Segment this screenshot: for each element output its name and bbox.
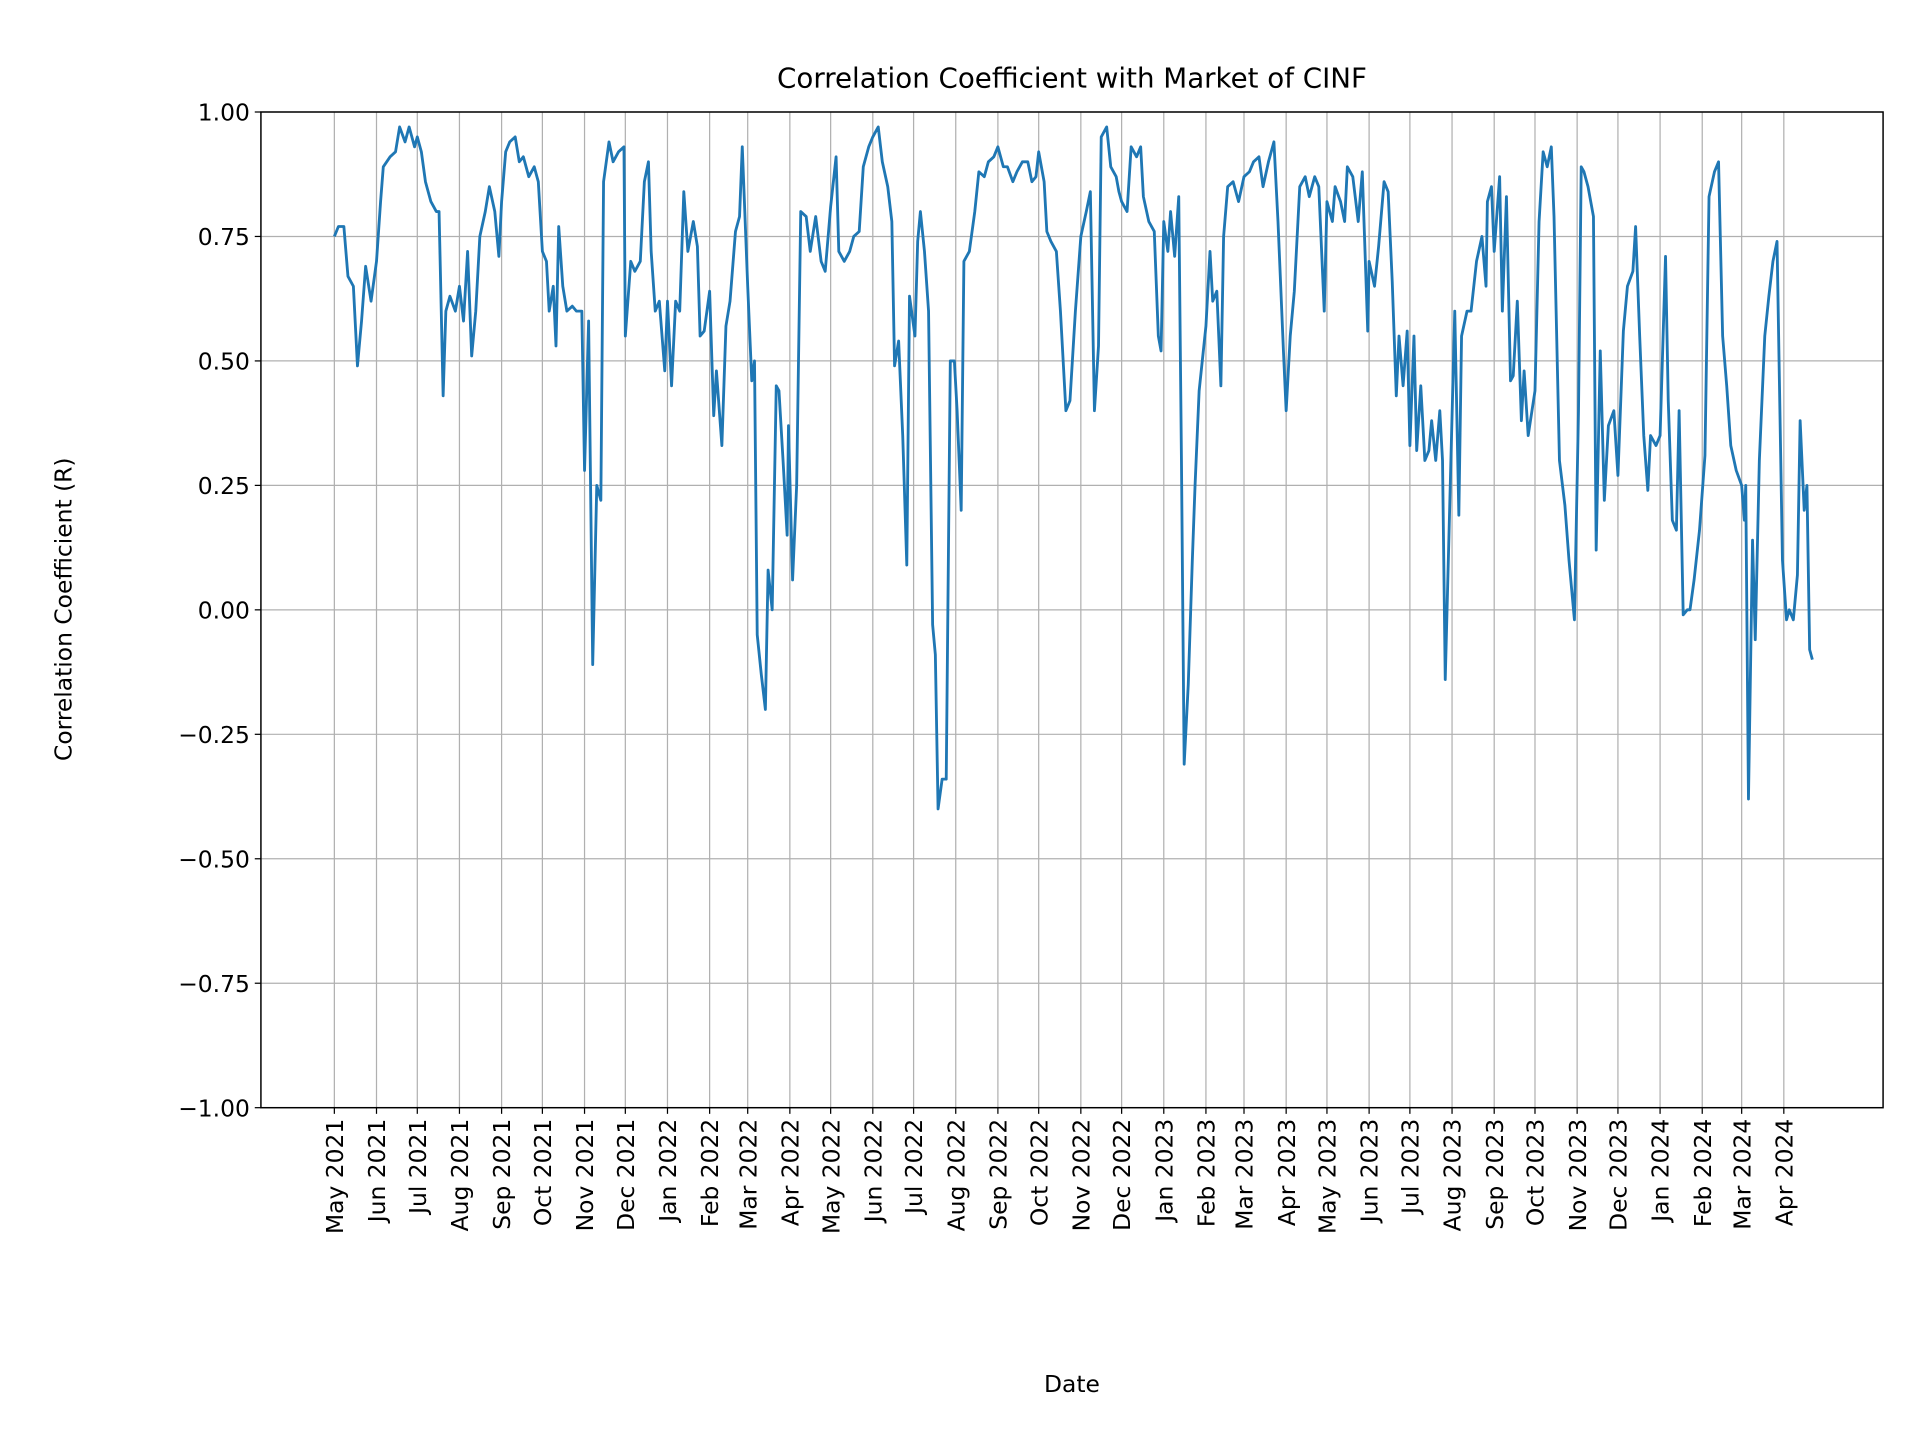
x-tick-label: Jun 2022 [859,1119,887,1224]
x-tick-label: Apr 2023 [1273,1119,1301,1226]
y-tick-label: 0.25 [198,472,250,500]
x-axis-label: Date [1044,1370,1100,1398]
x-tick-label: Mar 2022 [734,1119,762,1230]
y-tick-label: 0.75 [198,223,250,251]
x-tick-label: Aug 2023 [1439,1119,1467,1232]
y-tick-label: 0.00 [198,596,250,624]
x-tick-label: Jan 2023 [1150,1119,1178,1224]
x-tick-label: Mar 2023 [1231,1119,1259,1230]
chart-title: Correlation Coefficient with Market of C… [777,61,1367,94]
x-tick-label: Nov 2022 [1067,1119,1095,1232]
x-tick-label: Apr 2022 [776,1119,804,1226]
x-tick-label: Oct 2022 [1025,1119,1053,1226]
x-tick-label: May 2022 [817,1119,845,1234]
x-tick-label: Mar 2024 [1728,1119,1756,1230]
series-layer [333,125,1814,811]
x-tick-label: Dec 2023 [1605,1119,1633,1231]
x-tick-label: Dec 2021 [612,1119,640,1231]
x-tick-label: Oct 2021 [529,1119,557,1226]
x-tick-label: Nov 2021 [571,1119,599,1232]
y-tick-label: −0.75 [178,970,250,998]
x-tick-label: Jun 2021 [363,1119,391,1224]
x-tick-label: Dec 2022 [1108,1119,1136,1231]
y-axis-label: Correlation Coefficient (R) [49,457,77,761]
y-tick-label: 1.00 [198,99,250,127]
x-tick-label: Sep 2022 [985,1119,1013,1230]
series-line [333,125,1814,811]
x-tick-label: Aug 2021 [446,1119,474,1232]
y-tick-label: −1.00 [178,1094,250,1122]
x-tick-label: Jul 2022 [900,1119,928,1216]
y-tick-label: −0.25 [178,721,250,749]
x-tick-label: May 2023 [1314,1119,1342,1234]
x-tick-label: Sep 2023 [1481,1119,1509,1230]
y-tick-label: 0.50 [198,348,250,376]
x-tick-label: Jan 2024 [1647,1119,1675,1224]
y-tick-label: −0.50 [178,845,250,873]
x-tick-label: Feb 2024 [1689,1119,1717,1227]
x-tick-label: Sep 2021 [488,1119,516,1230]
x-tick-label: Jul 2023 [1397,1119,1425,1216]
x-tick-label: Jul 2021 [404,1119,432,1216]
x-tick-label: Jun 2023 [1356,1119,1384,1224]
x-tick-label: May 2021 [321,1119,349,1234]
x-tick-label: Nov 2023 [1564,1119,1592,1232]
x-tick-label: Oct 2023 [1522,1119,1550,1226]
x-tick-label: Aug 2022 [942,1119,970,1232]
x-tick-label: Jan 2022 [654,1119,682,1224]
axis-ticks: −1.00 −0.75 −0.50 −0.25 0.00 0.25 0.50 0.75 1.00… [178,99,1798,1234]
x-tick-label: Feb 2022 [696,1119,724,1227]
x-tick-label: Apr 2024 [1770,1119,1798,1226]
x-tick-label: Feb 2023 [1193,1119,1221,1227]
